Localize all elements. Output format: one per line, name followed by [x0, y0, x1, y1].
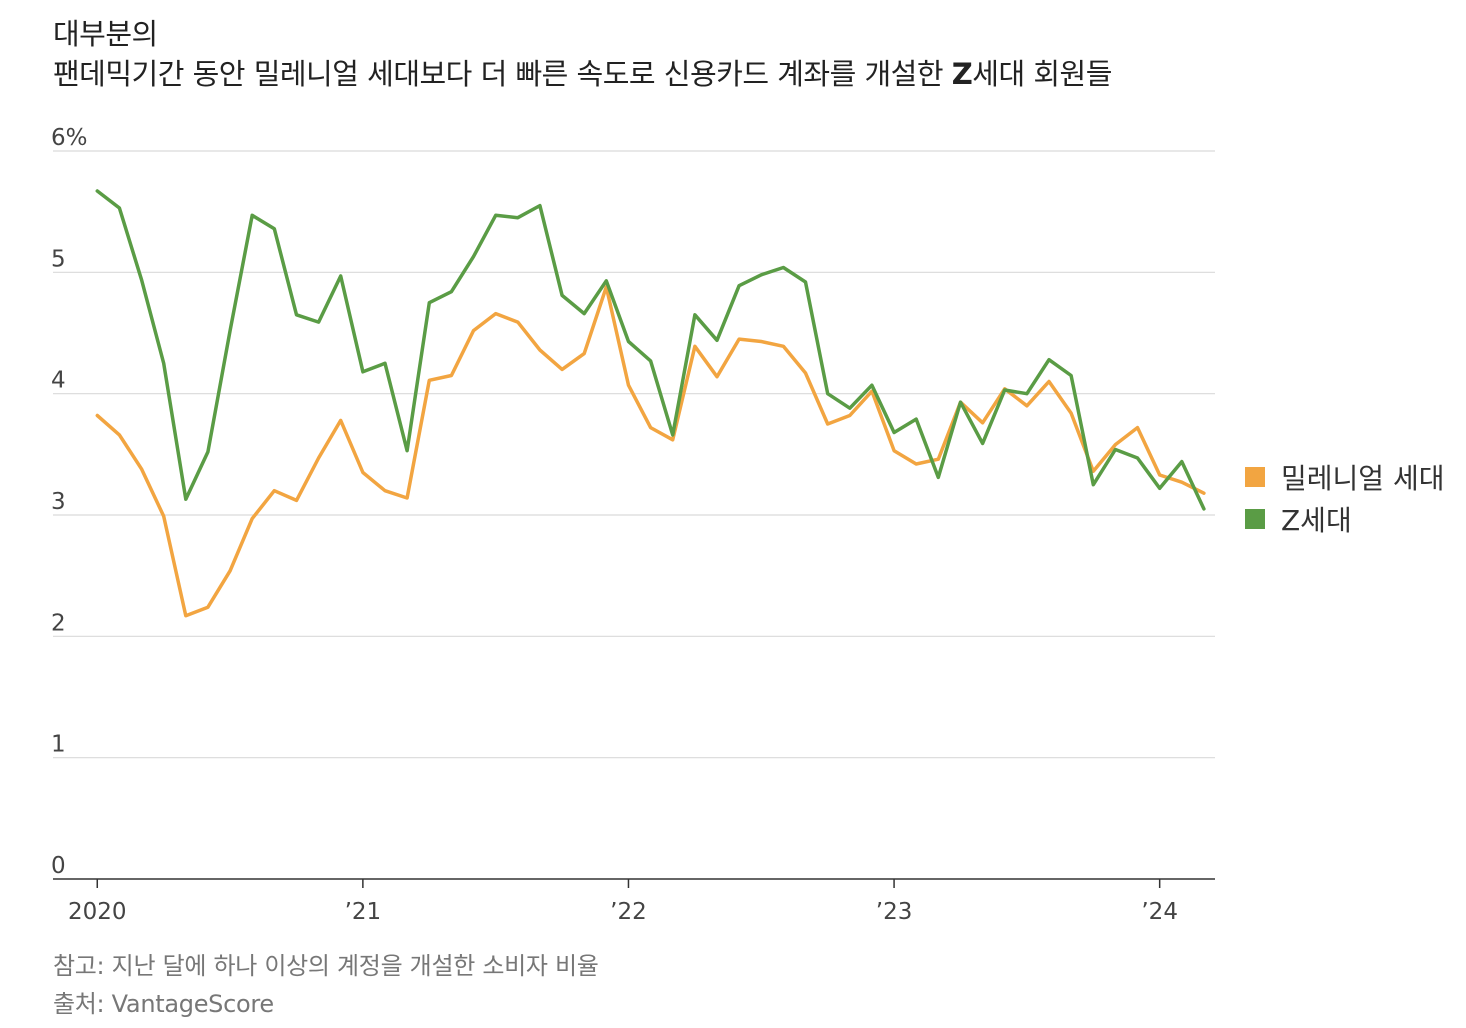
chart-note: 참고: 지난 달에 하나 이상의 계정을 개설한 소비자 비율 [53, 952, 599, 980]
series-line-genz [95, 189, 1206, 511]
y-tick-label-4: 4 [51, 368, 66, 394]
legend-swatch-millennial [1245, 467, 1265, 487]
x-tick-label-36: ’23 [876, 899, 913, 925]
x-axis: 2020 ’21 ’22 ’23 ’24 [53, 878, 1215, 925]
title-line-2-suffix: 세대 회원들 [972, 57, 1112, 91]
title-line-2-prefix: 팬데믹기간 동안 밀레니얼 세대보다 더 빠른 속도로 신용카드 계좌를 개설한 [53, 57, 952, 91]
y-tick-label-5: 5 [51, 246, 66, 272]
legend-item-millennial: 밀레니얼 세대 [1245, 456, 1444, 498]
title-line-2: 팬데믹기간 동안 밀레니얼 세대보다 더 빠른 속도로 신용카드 계좌를 개설한… [53, 54, 1112, 94]
chart-series [95, 189, 1206, 618]
chart-legend: 밀레니얼 세대 Z세대 [1245, 456, 1444, 540]
legend-label-millennial: 밀레니얼 세대 [1281, 462, 1445, 495]
y-tick-label-0: 0 [51, 853, 66, 879]
y-tick-label-6: 6% [51, 125, 88, 151]
title-line-2-bold: Z [951, 57, 973, 91]
y-axis-tick-labels: 0 1 2 3 4 5 6% [51, 125, 88, 879]
chart-gridlines [53, 150, 1215, 759]
legend-label-genz: Z세대 [1281, 504, 1352, 537]
x-tick-label-0: 2020 [68, 899, 127, 925]
y-tick-label-1: 1 [51, 732, 66, 758]
x-tick-label-48: ’24 [1141, 899, 1178, 925]
x-tick-label-24: ’22 [610, 899, 647, 925]
title-line-1: 대부분의 [53, 17, 158, 51]
y-tick-label-3: 3 [51, 489, 66, 515]
y-tick-label-2: 2 [51, 610, 66, 636]
chart-title: 대부분의 팬데믹기간 동안 밀레니얼 세대보다 더 빠른 속도로 신용카드 계좌… [53, 14, 1112, 94]
chart-source: 출처: VantageScore [53, 990, 274, 1018]
series-line-millennial [95, 285, 1206, 618]
legend-swatch-genz [1245, 509, 1265, 529]
x-tick-label-12: ’21 [345, 899, 382, 925]
legend-item-genz: Z세대 [1245, 498, 1444, 540]
